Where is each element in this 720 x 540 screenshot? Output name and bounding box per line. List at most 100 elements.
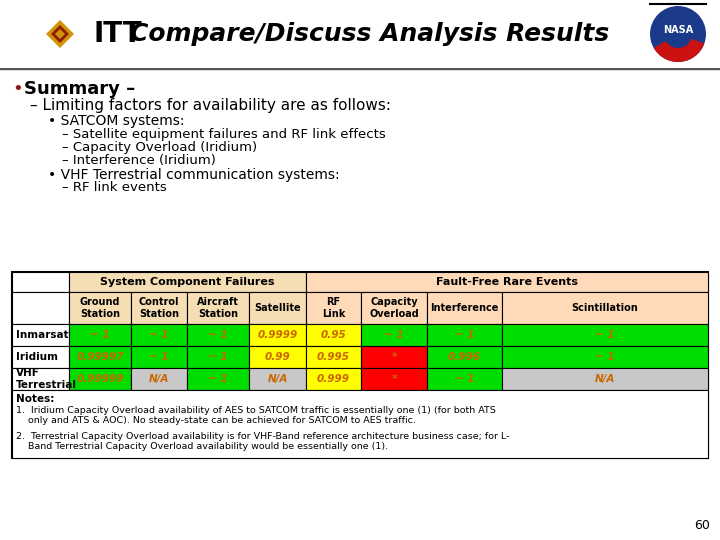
Text: ~ 1: ~ 1 (455, 374, 474, 384)
Text: • VHF Terrestrial communication systems:: • VHF Terrestrial communication systems: (48, 168, 340, 182)
Text: ~ 1: ~ 1 (208, 352, 228, 362)
Bar (361, 292, 427, 324)
Text: N/A: N/A (267, 374, 288, 384)
Bar (69, 324, 131, 346)
Text: Satellite: Satellite (254, 303, 301, 313)
Text: ~ 1: ~ 1 (208, 330, 228, 340)
Bar (131, 368, 187, 390)
Bar (12, 292, 69, 324)
Bar (249, 368, 306, 390)
Text: ~ 1: ~ 1 (595, 352, 615, 362)
Text: N/A: N/A (149, 374, 169, 384)
Bar (12, 368, 69, 390)
Text: Fault-Free Rare Events: Fault-Free Rare Events (436, 277, 578, 287)
Bar (12, 346, 69, 368)
Polygon shape (46, 20, 74, 48)
Text: ~ 1: ~ 1 (149, 352, 168, 362)
Bar (427, 368, 502, 390)
Bar (187, 368, 249, 390)
Text: Interference: Interference (431, 303, 499, 313)
Text: 0.995: 0.995 (317, 352, 350, 362)
Bar (187, 346, 249, 368)
Text: *: * (391, 374, 397, 384)
Bar (131, 324, 187, 346)
Bar (187, 324, 249, 346)
Text: •: • (12, 80, 23, 98)
Bar (502, 368, 708, 390)
Text: ITT: ITT (94, 20, 143, 48)
Text: Control
Station: Control Station (139, 297, 179, 319)
Text: *: * (391, 352, 397, 362)
Text: ~ 1: ~ 1 (384, 330, 404, 340)
Bar (12, 272, 69, 292)
Text: ~ 1: ~ 1 (208, 374, 228, 384)
Text: Ground
Station: Ground Station (80, 297, 120, 319)
Bar (502, 324, 708, 346)
Bar (187, 292, 249, 324)
Text: 60: 60 (694, 519, 710, 532)
Text: ~ 1: ~ 1 (149, 330, 168, 340)
Text: Compare/Discuss Analysis Results: Compare/Discuss Analysis Results (130, 22, 610, 46)
Text: 0.95: 0.95 (320, 330, 346, 340)
Bar (427, 292, 502, 324)
Bar (69, 368, 131, 390)
Text: Inmarsat: Inmarsat (16, 330, 68, 340)
Text: RF
Link: RF Link (322, 297, 345, 319)
Text: Iridium: Iridium (16, 352, 58, 362)
Bar (427, 324, 502, 346)
Text: – Capacity Overload (Iridium): – Capacity Overload (Iridium) (62, 141, 257, 154)
Bar (0, 0, 720, 68)
Text: 1.  Iridium Capacity Overload availability of AES to SATCOM traffic is essential: 1. Iridium Capacity Overload availabilit… (16, 406, 496, 426)
Bar (427, 346, 502, 368)
Text: Capacity
Overload: Capacity Overload (369, 297, 419, 319)
Text: 0.99: 0.99 (265, 352, 290, 362)
Bar (69, 272, 306, 292)
Bar (249, 346, 306, 368)
Bar (361, 368, 427, 390)
Text: – Interference (Iridium): – Interference (Iridium) (62, 154, 216, 167)
Bar (306, 272, 708, 292)
Text: ~ 1: ~ 1 (455, 330, 474, 340)
Polygon shape (51, 25, 69, 43)
Text: ~ 1: ~ 1 (595, 330, 615, 340)
Text: N/A: N/A (595, 374, 615, 384)
Bar (249, 292, 306, 324)
Bar (361, 324, 427, 346)
Text: Aircraft
Station: Aircraft Station (197, 297, 239, 319)
Text: Scintillation: Scintillation (572, 303, 639, 313)
Text: 0.99997: 0.99997 (76, 352, 124, 362)
Text: 0.996: 0.996 (448, 352, 481, 362)
Bar (249, 324, 306, 346)
Bar (306, 292, 361, 324)
Bar (69, 346, 131, 368)
Text: 2.  Terrestrial Capacity Overload availability is for VHF-Band reference archite: 2. Terrestrial Capacity Overload availab… (16, 432, 510, 451)
Bar (12, 272, 708, 458)
Text: ~ 1: ~ 1 (90, 330, 110, 340)
Bar (306, 324, 361, 346)
Wedge shape (654, 39, 704, 62)
Text: – Limiting factors for availability are as follows:: – Limiting factors for availability are … (30, 98, 391, 113)
Text: NASA: NASA (663, 25, 693, 35)
Text: System Component Failures: System Component Failures (100, 277, 275, 287)
Text: – RF link events: – RF link events (62, 181, 167, 194)
Bar (12, 390, 708, 458)
Bar (502, 346, 708, 368)
Bar (12, 324, 69, 346)
Text: 0.9999: 0.9999 (257, 330, 297, 340)
Bar (502, 292, 708, 324)
Bar (306, 346, 361, 368)
Bar (131, 292, 187, 324)
Bar (131, 346, 187, 368)
Bar (306, 368, 361, 390)
Text: Summary –: Summary – (24, 80, 135, 98)
Polygon shape (55, 29, 65, 39)
Text: VHF
Terrestrial: VHF Terrestrial (16, 368, 77, 390)
Text: 0.99999: 0.99999 (76, 374, 124, 384)
Text: • SATCOM systems:: • SATCOM systems: (48, 114, 184, 128)
Text: – Satellite equipment failures and RF link effects: – Satellite equipment failures and RF li… (62, 128, 386, 141)
Bar (69, 292, 131, 324)
Text: Notes:: Notes: (16, 394, 55, 404)
Circle shape (650, 6, 706, 62)
Bar (361, 346, 427, 368)
Text: 0.999: 0.999 (317, 374, 350, 384)
